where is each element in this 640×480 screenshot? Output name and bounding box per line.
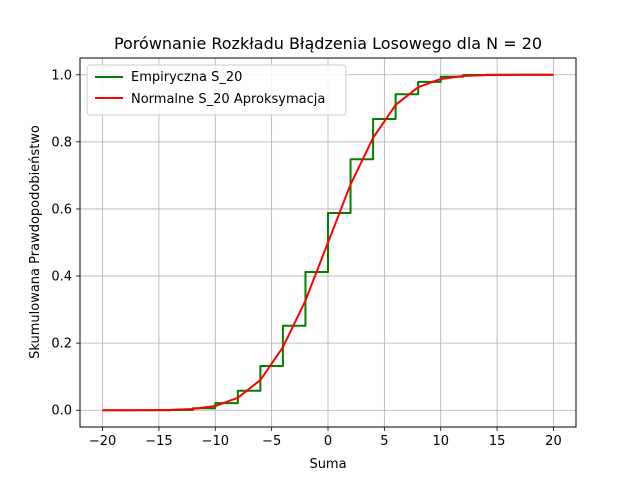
x-axis-label: Suma: [309, 457, 346, 472]
y-tick-label: 0.0: [51, 404, 72, 419]
x-tick-label: 5: [380, 434, 388, 449]
x-tick-label: −5: [262, 434, 281, 449]
x-tick-label: −10: [202, 434, 229, 449]
legend-label-normalne: Normalne S_20 Aproksymacja: [131, 92, 325, 107]
series-lines: [102, 73, 554, 412]
y-tick-label: 0.2: [51, 337, 72, 352]
y-tick-label: 0.8: [51, 135, 72, 150]
y-axis-label: Skumulowana Prawdopodobieństwo: [28, 125, 43, 359]
x-tick-label: 20: [545, 434, 562, 449]
legend-label-empiryczna: Empiryczna S_20: [131, 70, 242, 85]
x-tick-label: −20: [89, 434, 116, 449]
y-tick-label: 1.0: [51, 68, 72, 83]
x-tick-label: 10: [432, 434, 449, 449]
y-tick-label: 0.6: [51, 202, 72, 217]
axis-ticks: −20 −15 −10 −5 0 5 10 15 20 0.0 0.2 0.4 0.6 0.8 1.0: [51, 68, 561, 449]
y-tick-label: 0.4: [51, 270, 72, 285]
legend-box: [86, 64, 347, 116]
x-tick-label: 15: [489, 434, 506, 449]
normalne-series-line: [102, 73, 554, 412]
legend: Empiryczna S_20 Normalne S_20 Aproksymac…: [86, 64, 347, 116]
x-tick-label: −15: [145, 434, 172, 449]
x-tick-label: 0: [324, 434, 332, 449]
chart-title: Porównanie Rozkładu Błądzenia Losowego d…: [114, 34, 542, 53]
